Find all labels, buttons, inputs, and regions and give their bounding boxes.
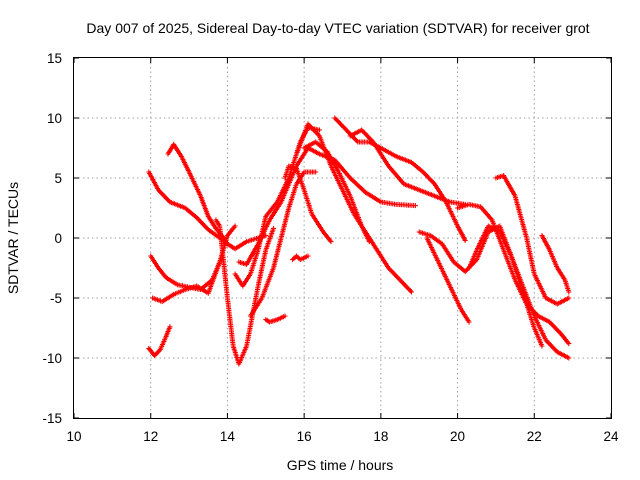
series-sat-n (301, 139, 372, 245)
x-tick-label: 18 (373, 429, 388, 444)
x-tick-label: 10 (66, 429, 81, 444)
y-tick-labels: -15 -10 -5 0 5 10 15 (42, 51, 62, 426)
series-sat-j (282, 163, 334, 245)
x-tick-label: 12 (143, 429, 158, 444)
series-sat-k (263, 313, 288, 325)
y-tick-label: -5 (50, 291, 62, 306)
x-tick-label: 20 (450, 429, 465, 444)
chart-title: Day 007 of 2025, Sidereal Day-to-day VTE… (86, 20, 589, 36)
y-tick-label: -10 (42, 351, 62, 366)
series-sat-t (466, 223, 572, 361)
series-sat-p (347, 127, 468, 207)
x-tick-label: 16 (297, 429, 312, 444)
x-tick-label: 24 (603, 429, 619, 444)
series-sat-l (290, 253, 311, 263)
y-tick-label: 5 (54, 171, 62, 186)
x-tick-labels: 10 12 14 16 18 20 22 24 (66, 429, 619, 444)
y-tick-label: 0 (54, 231, 62, 246)
series-sat-o (332, 115, 468, 243)
series-sat-f (213, 217, 276, 367)
plot-frame (73, 57, 612, 419)
series-sat-v (539, 233, 572, 295)
series-sat-s (455, 201, 572, 347)
y-axis-label: SDTVAR / TECUs (5, 182, 21, 294)
x-tick-label: 22 (527, 429, 542, 444)
series-sat-h (236, 145, 418, 267)
series-sat-r (424, 235, 472, 325)
data-series (146, 115, 572, 367)
y-tick-label: 10 (47, 111, 62, 126)
grid-lines (74, 58, 611, 418)
y-tick-label: 15 (47, 51, 62, 66)
series-sat-u (493, 173, 572, 307)
x-tick-label: 14 (220, 429, 236, 444)
tick-marks (73, 57, 612, 419)
series-sat-d (150, 223, 238, 305)
x-axis-label: GPS time / hours (287, 457, 394, 473)
series-sat-e (146, 324, 173, 359)
y-tick-label: -15 (42, 411, 62, 426)
